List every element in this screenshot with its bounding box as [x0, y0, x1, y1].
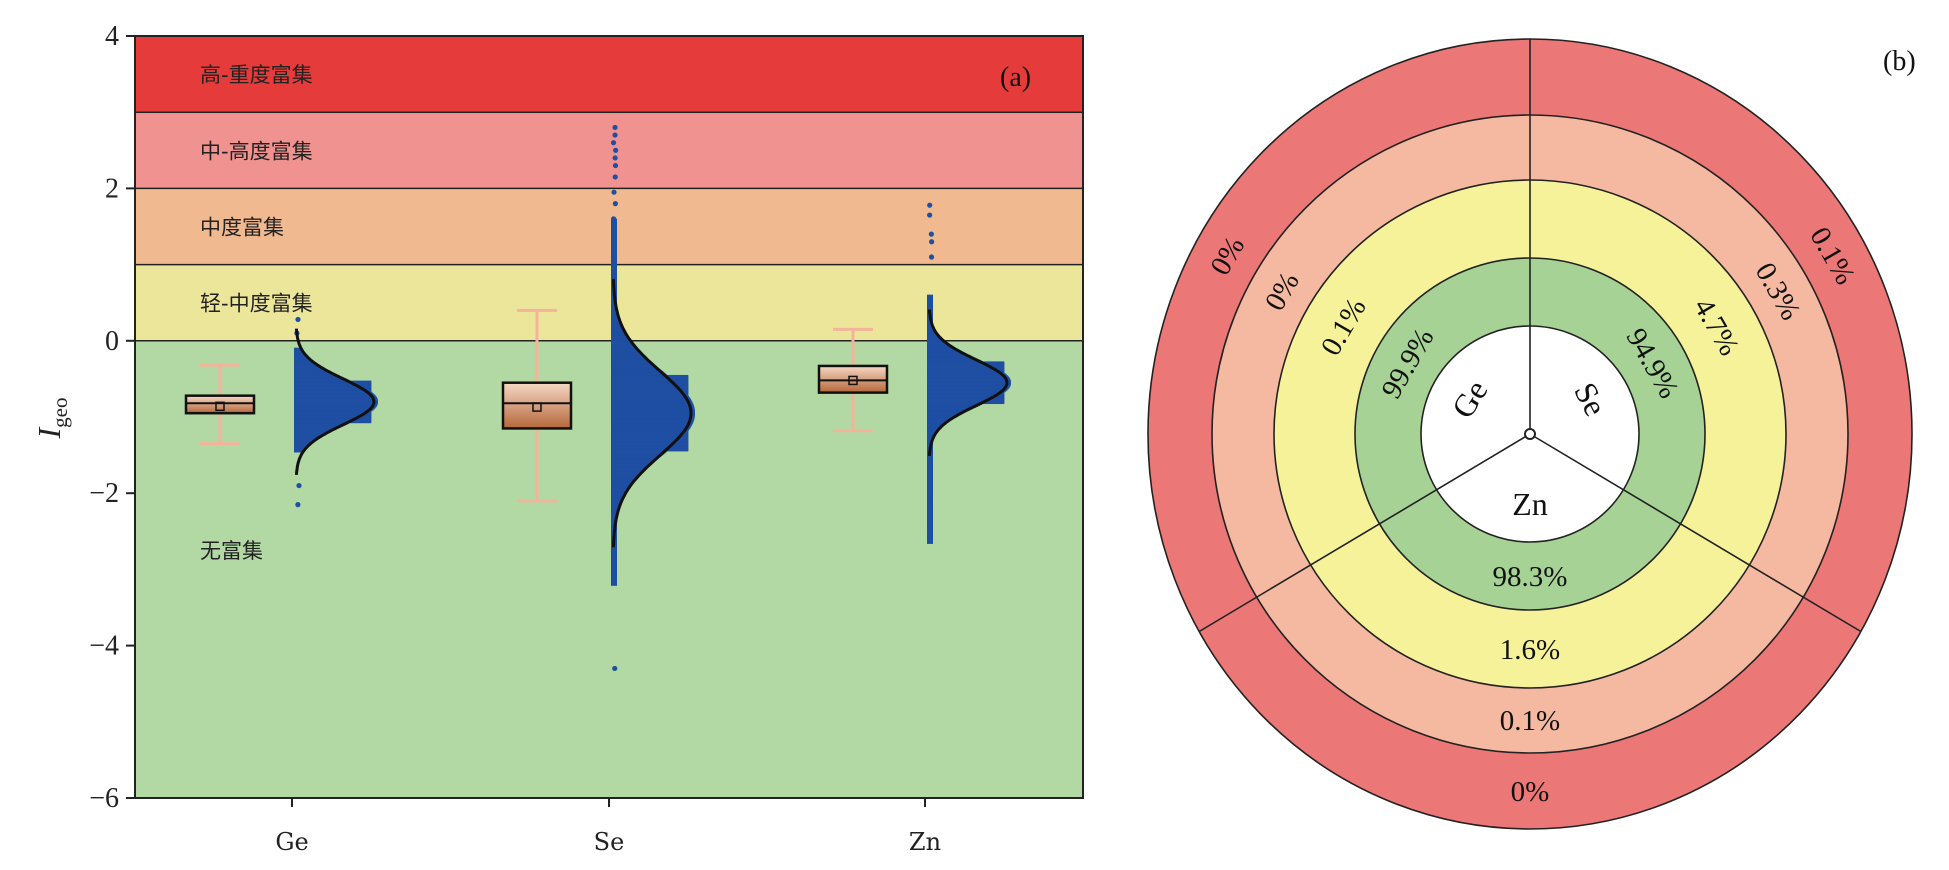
box-body-Ge — [184, 394, 256, 415]
panel-a-label: (a) — [1000, 62, 1031, 93]
outlier-point-Se-5 — [612, 162, 619, 169]
distribution-Se — [610, 124, 695, 672]
x-tick-label-Se: Se — [594, 828, 625, 856]
sector-divider-2 — [1198, 433, 1531, 633]
outlier-point-Zn-0 — [927, 202, 933, 208]
outlier-point-Ge-3 — [296, 482, 302, 489]
ring-value-Zn-0: 98.3% — [1493, 561, 1568, 593]
band-0 — [135, 36, 1083, 113]
outlier-point-Se-9 — [610, 216, 617, 222]
outlier-point-Se-0 — [612, 124, 618, 131]
band-label-4: 无富集 — [200, 539, 263, 563]
band-label-1: 中-高度富集 — [200, 139, 313, 163]
band-label-0: 高-重度富集 — [200, 63, 313, 87]
box-Se — [501, 308, 573, 503]
y-tick-label-1: 2 — [105, 173, 119, 204]
outlier-point-Se-4 — [612, 155, 618, 161]
outlier-point-Se-6 — [612, 174, 618, 180]
outlier-point-Se-3 — [613, 147, 619, 153]
normal-curve-Zn — [928, 309, 1009, 456]
band-3 — [135, 264, 1083, 341]
outlier-point-Zn-4 — [928, 254, 935, 260]
y-tick-label-2: 0 — [105, 326, 119, 357]
outlier-point-Zn-3 — [929, 239, 935, 245]
outlier-point-Zn-1 — [927, 212, 933, 218]
distribution-Zn — [927, 202, 1011, 544]
distribution-points-Zn — [927, 294, 933, 298]
mean-marker-Ge — [215, 401, 225, 412]
outlier-point-Zn-2 — [928, 231, 934, 237]
sector-divider-1 — [1529, 433, 1862, 633]
band-4 — [135, 340, 1083, 798]
ring-value-Zn-2: 0.1% — [1500, 705, 1560, 737]
normal-curve-Ge — [295, 328, 376, 475]
box-Zn — [817, 327, 889, 433]
y-axis-label-main: I — [31, 426, 67, 439]
distribution-Ge — [294, 316, 378, 508]
outlier-point-Ge-2 — [295, 502, 301, 508]
y-axis-label: Igeo — [31, 398, 72, 440]
band-2 — [135, 188, 1083, 265]
x-tick-label-Ge: Ge — [275, 828, 308, 856]
mean-marker-Zn — [848, 375, 858, 386]
y-tick-label-4: −4 — [89, 631, 119, 662]
ring-value-Zn-1: 1.6% — [1500, 634, 1560, 666]
outlier-point-Se-8 — [612, 201, 618, 207]
outlier-point-Se-2 — [610, 140, 617, 146]
box-body-Se — [501, 381, 573, 430]
band-label-2: 中度富集 — [200, 216, 284, 240]
sector-name-Zn: Zn — [1512, 486, 1548, 522]
box-body-Zn — [817, 364, 889, 394]
band-1 — [135, 112, 1083, 189]
outlier-point-Ge-0 — [295, 316, 301, 323]
outlier-point-Se-7 — [611, 189, 617, 195]
y-tick-label-5: −6 — [89, 783, 119, 814]
mean-marker-Se — [532, 402, 542, 412]
y-tick-label-0: 4 — [105, 21, 119, 52]
x-tick-label-Zn: Zn — [909, 828, 941, 856]
y-tick-label-3: −2 — [89, 478, 119, 509]
outlier-point-Se-1 — [612, 132, 618, 138]
distribution-points-Ge — [294, 347, 300, 351]
ring-value-Zn-3: 0% — [1511, 776, 1550, 808]
box-Ge — [184, 363, 256, 446]
outlier-point-Se-10 — [612, 665, 618, 672]
panel-b-label: (b) — [1883, 46, 1916, 77]
normal-curve-Se — [612, 279, 693, 548]
y-axis-label-sub: geo — [48, 398, 72, 428]
center-dot — [1524, 428, 1536, 440]
band-label-3: 轻-中度富集 — [200, 292, 313, 316]
